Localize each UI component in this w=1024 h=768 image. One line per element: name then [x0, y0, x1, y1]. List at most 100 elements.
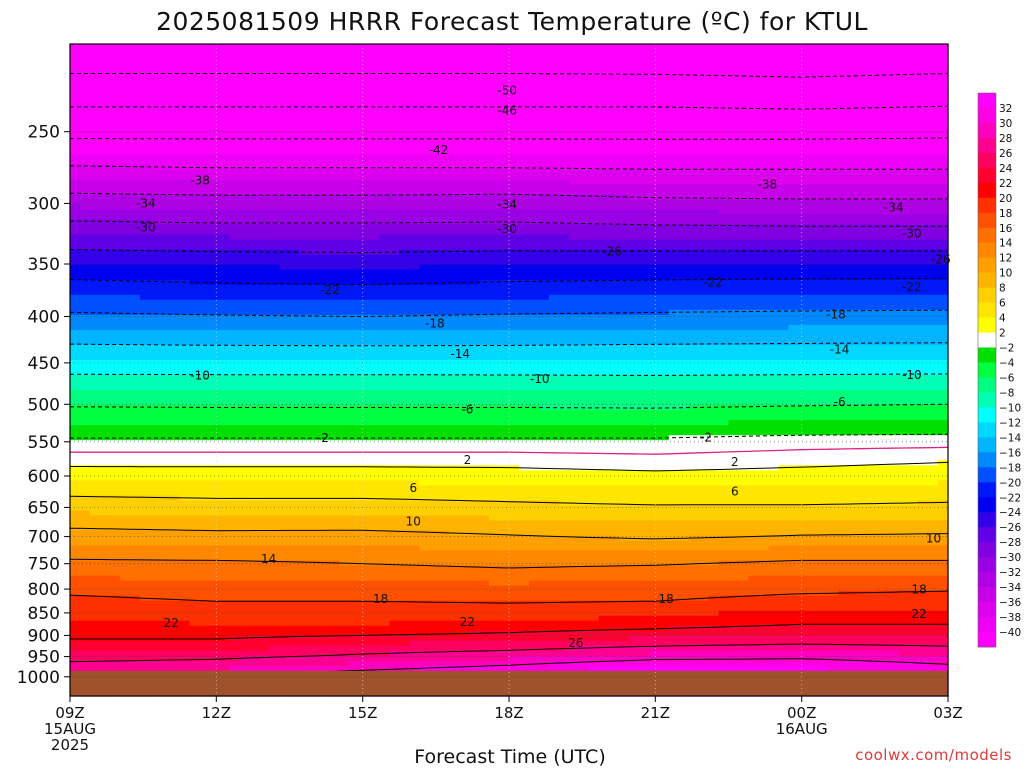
heatmap-cell [678, 259, 690, 266]
heatmap-cell [279, 114, 291, 120]
heatmap-cell [568, 114, 580, 120]
heatmap-cell [698, 304, 710, 311]
heatmap-cell [509, 89, 520, 95]
heatmap-cell [199, 114, 211, 120]
heatmap-cell [568, 304, 580, 311]
heatmap-cell [399, 209, 410, 216]
heatmap-cell [628, 119, 640, 125]
heatmap-cell [548, 109, 560, 115]
heatmap-cell [918, 124, 929, 130]
heatmap-cell [419, 274, 430, 281]
heatmap-cell [748, 299, 760, 306]
heatmap-cell [818, 154, 829, 160]
heatmap-cell [888, 179, 899, 186]
heatmap-cell [159, 134, 171, 140]
heatmap-cell [628, 194, 640, 201]
heatmap-cell [219, 99, 231, 105]
heatmap-cell [838, 309, 849, 316]
heatmap-cell [239, 239, 251, 246]
heatmap-cell [938, 289, 949, 296]
heatmap-cell [838, 124, 849, 130]
heatmap-cell [269, 274, 281, 281]
heatmap-cell [878, 109, 889, 115]
heatmap-cell [748, 304, 760, 311]
heatmap-cell [758, 259, 770, 266]
heatmap-cell [728, 314, 740, 321]
heatmap-cell [758, 209, 770, 216]
heatmap-cell [648, 214, 660, 221]
heatmap-cell [558, 189, 570, 196]
heatmap-cell [229, 319, 241, 326]
heatmap-cell [309, 254, 321, 261]
heatmap-cell [179, 109, 191, 115]
heatmap-cell [678, 209, 690, 216]
heatmap-cell [199, 254, 211, 261]
heatmap-cell [249, 139, 261, 145]
heatmap-cell [818, 189, 829, 196]
heatmap-cell [319, 264, 331, 271]
heatmap-cell [618, 249, 630, 256]
heatmap-cell [229, 64, 241, 70]
heatmap-cell [159, 114, 171, 120]
heatmap-cell [788, 109, 799, 115]
heatmap-cell [259, 199, 271, 206]
heatmap-cell [638, 189, 650, 196]
heatmap-cell [169, 189, 181, 196]
heatmap-cell [918, 234, 929, 241]
heatmap-cell [209, 144, 221, 150]
heatmap-cell [79, 99, 91, 105]
heatmap-cell [688, 159, 700, 165]
heatmap-cell [119, 234, 131, 241]
heatmap-cell [329, 159, 340, 165]
heatmap-cell [449, 149, 460, 155]
heatmap-cell [249, 289, 261, 296]
heatmap-cell [778, 214, 789, 221]
heatmap-cell [369, 199, 380, 206]
heatmap-cell [159, 54, 171, 60]
heatmap-cell [119, 129, 131, 135]
heatmap-cell [199, 59, 211, 65]
heatmap-cell [339, 264, 350, 271]
heatmap-cell [329, 274, 340, 281]
heatmap-cell [139, 259, 151, 266]
heatmap-cell [748, 44, 760, 50]
heatmap-cell [509, 119, 520, 125]
heatmap-cell [838, 264, 849, 271]
heatmap-cell [449, 64, 460, 70]
heatmap-cell [658, 194, 670, 201]
heatmap-cell [219, 229, 231, 236]
heatmap-cell [558, 169, 570, 175]
heatmap-cell [538, 304, 550, 311]
heatmap-cell [618, 259, 630, 266]
heatmap-cell [309, 264, 321, 271]
heatmap-cell [548, 279, 560, 286]
heatmap-cell [888, 279, 899, 286]
heatmap-cell [479, 199, 490, 206]
heatmap-cell [219, 124, 231, 130]
heatmap-cell [399, 274, 410, 281]
heatmap-cell [768, 189, 779, 196]
heatmap-cell [528, 274, 540, 281]
heatmap-cell [808, 294, 819, 301]
heatmap-cell [209, 199, 221, 206]
heatmap-cell [139, 309, 151, 316]
heatmap-cell [249, 64, 261, 70]
heatmap-cell [558, 149, 570, 155]
heatmap-cell [70, 164, 81, 170]
heatmap-cell [329, 59, 340, 65]
heatmap-cell [828, 79, 839, 85]
heatmap-cell [538, 104, 550, 110]
heatmap-cell [369, 64, 380, 70]
heatmap-cell [189, 319, 201, 326]
heatmap-cell [718, 94, 730, 100]
heatmap-cell [528, 149, 540, 155]
heatmap-cell [319, 214, 331, 221]
heatmap-cell [708, 169, 720, 175]
heatmap-cell [608, 194, 620, 201]
heatmap-cell [279, 194, 291, 201]
heatmap-cell [309, 214, 321, 221]
heatmap-cell [828, 304, 839, 311]
heatmap-cell [758, 164, 770, 170]
heatmap-cell [558, 54, 570, 60]
heatmap-cell [738, 119, 750, 125]
